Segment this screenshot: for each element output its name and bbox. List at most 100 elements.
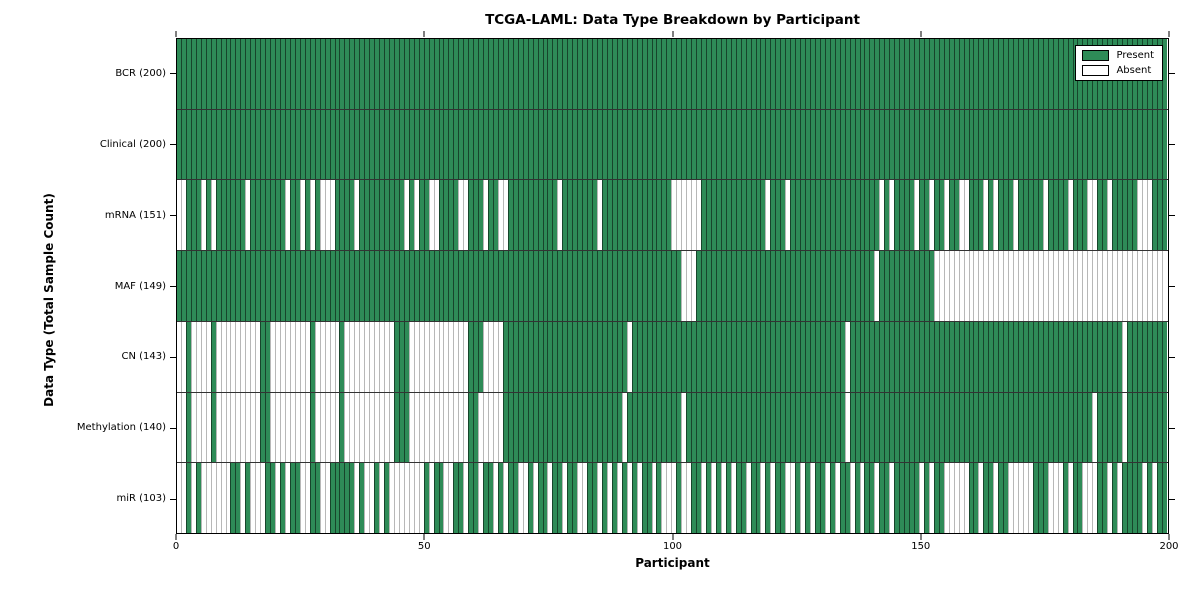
- matrix-cell: [473, 463, 479, 534]
- matrix-cell: [686, 109, 692, 180]
- row-label: mRNA (151): [104, 209, 166, 221]
- matrix-cell: [710, 392, 716, 463]
- matrix-cell: [710, 251, 716, 321]
- matrix-cell: [230, 392, 236, 463]
- x-tick-label: 200: [1159, 541, 1179, 552]
- matrix-cell: [641, 463, 647, 534]
- matrix-cell: [973, 109, 979, 180]
- matrix-cell: [507, 251, 513, 321]
- matrix-cell: [701, 180, 706, 251]
- matrix-cell: [810, 180, 815, 251]
- matrix-cell: [1077, 180, 1083, 251]
- matrix-cell: [884, 392, 890, 463]
- matrix-cell: [656, 180, 662, 251]
- matrix-cell: [577, 39, 583, 109]
- matrix-cell: [914, 392, 919, 463]
- matrix-cell: [478, 251, 484, 321]
- matrix-cell: [1131, 109, 1137, 180]
- matrix-cell: [601, 39, 607, 109]
- matrix-cell: [1072, 463, 1078, 534]
- matrix-cell: [458, 180, 464, 251]
- matrix-cell: [309, 321, 315, 392]
- matrix-cell: [691, 180, 697, 251]
- matrix-cell: [324, 251, 330, 321]
- matrix-cell: [626, 109, 632, 180]
- matrix-cell: [275, 463, 281, 534]
- matrix-cell: [497, 392, 503, 463]
- matrix-cell: [953, 321, 959, 392]
- matrix-cell: [428, 109, 434, 180]
- matrix-cell: [918, 251, 924, 321]
- matrix-cell: [948, 109, 954, 180]
- matrix-cell: [1131, 392, 1137, 463]
- matrix-cell: [423, 180, 429, 251]
- matrix-cell: [839, 251, 845, 321]
- matrix-cell: [384, 109, 389, 180]
- matrix-cell: [681, 463, 687, 534]
- matrix-cell: [631, 180, 637, 251]
- matrix-cell: [319, 251, 325, 321]
- matrix-cell: [220, 321, 226, 392]
- matrix-cell: [1062, 463, 1068, 534]
- matrix-cell: [527, 109, 533, 180]
- matrix-cell: [1067, 463, 1073, 534]
- matrix-cell: [180, 251, 186, 321]
- matrix-cell: [379, 109, 385, 180]
- matrix-cell: [552, 321, 558, 392]
- matrix-cell: [403, 321, 409, 392]
- matrix-cell: [398, 463, 404, 534]
- matrix-cell: [369, 109, 375, 180]
- matrix-cell: [626, 392, 632, 463]
- matrix-cell: [532, 251, 538, 321]
- matrix-cell: [795, 39, 801, 109]
- matrix-cell: [889, 39, 895, 109]
- matrix-cell: [597, 39, 602, 109]
- matrix-cell: [507, 392, 513, 463]
- y-axis-ticks-left: [169, 38, 176, 534]
- matrix-cell: [1042, 109, 1048, 180]
- matrix-cell: [1122, 251, 1127, 321]
- matrix-cell: [918, 39, 924, 109]
- matrix-cell: [507, 321, 513, 392]
- matrix-cell: [468, 109, 474, 180]
- matrix-cell: [765, 39, 771, 109]
- matrix-cell: [408, 321, 414, 392]
- matrix-cell: [522, 251, 528, 321]
- matrix-cell: [502, 463, 508, 534]
- matrix-cell: [537, 392, 543, 463]
- matrix-cell: [1122, 180, 1127, 251]
- matrix-cell: [1156, 180, 1162, 251]
- matrix-cell: [740, 180, 746, 251]
- matrix-cell: [735, 109, 741, 180]
- matrix-cell: [1136, 109, 1142, 180]
- matrix-cell: [641, 321, 647, 392]
- matrix-cell: [537, 180, 543, 251]
- matrix-cell: [245, 321, 251, 392]
- matrix-cell: [636, 463, 642, 534]
- matrix-rows: [177, 39, 1168, 534]
- matrix-cell: [770, 392, 776, 463]
- matrix-cell: [557, 392, 563, 463]
- matrix-cell: [1062, 321, 1068, 392]
- matrix-cell: [180, 39, 186, 109]
- matrix-cell: [938, 109, 944, 180]
- matrix-cell: [691, 463, 697, 534]
- matrix-cell: [408, 392, 414, 463]
- matrix-cell: [933, 463, 939, 534]
- matrix-cell: [270, 180, 276, 251]
- axis-tick: [170, 215, 176, 217]
- matrix-cell: [582, 109, 588, 180]
- matrix-cell: [339, 392, 345, 463]
- matrix-cell: [1087, 463, 1093, 534]
- matrix-cell: [177, 392, 181, 463]
- matrix-cell: [240, 109, 246, 180]
- matrix-cell: [220, 109, 226, 180]
- matrix-cell: [1107, 109, 1113, 180]
- matrix-cell: [701, 251, 706, 321]
- matrix-cell: [448, 109, 454, 180]
- matrix-cell: [1052, 321, 1058, 392]
- matrix-cell: [621, 109, 627, 180]
- matrix-cell: [988, 321, 994, 392]
- matrix-cell: [1082, 180, 1088, 251]
- matrix-cell: [819, 251, 825, 321]
